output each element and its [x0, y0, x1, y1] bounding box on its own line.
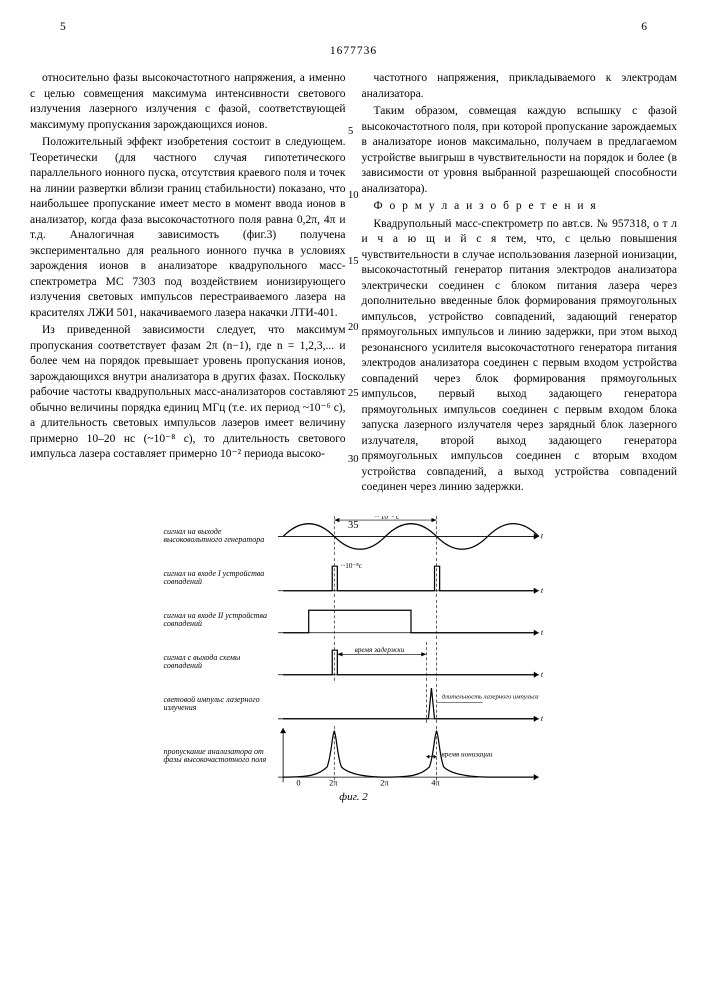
paragraph: Из приведенной зависимости следует, что …	[30, 323, 346, 463]
svg-text:2π: 2π	[329, 778, 337, 787]
page-header: 5 6	[30, 20, 677, 36]
signal-row-laser-pulse: световой импульс лазерного излучения дли…	[164, 684, 544, 724]
delay-annotation: время задержки	[354, 646, 404, 654]
sine-wave-icon: ~ 10⁻⁶ с t	[278, 516, 544, 557]
gate-pulse-icon: t	[278, 600, 544, 641]
signal-row-input1: сигнал на входе I устройства совпадений …	[164, 558, 544, 598]
paragraph: Квадрупольный масс-спектрометр по авт.св…	[362, 217, 678, 496]
paragraph: Таким образом, совмещая каждую вспышку с…	[362, 104, 678, 197]
line-mark-35: 35	[348, 519, 359, 533]
single-pulse-icon: время задержки t	[278, 642, 544, 683]
svg-text:2π: 2π	[380, 778, 388, 787]
svg-text:t: t	[540, 670, 543, 679]
text-body: 5 10 15 20 25 30 35 относительно фазы вы…	[30, 71, 677, 498]
signal-label: сигнал на входе II устройства совпадений	[164, 612, 278, 629]
paragraph: Положительный эффект изобретения состоит…	[30, 135, 346, 321]
signal-label: световой импульс лазерного излучения	[164, 696, 278, 713]
signal-label: сигнал с выхода схемы совпадений	[164, 654, 278, 671]
page-number-right: 6	[641, 20, 647, 36]
line-mark-25: 25	[348, 387, 359, 401]
period-annotation: ~ 10⁻⁶ с	[375, 516, 399, 521]
svg-text:0: 0	[296, 778, 300, 787]
line-mark-5: 5	[348, 125, 353, 139]
figure-caption: фиг. 2	[164, 790, 544, 805]
svg-text:t: t	[540, 714, 543, 723]
ion-time-annotation: время ионизации	[441, 751, 492, 759]
page-number-left: 5	[60, 20, 66, 36]
signal-row-transmission: пропускание анализатора от фазы высокоча…	[164, 726, 544, 786]
light-duration-annotation: длительность лазерного импульса	[441, 693, 539, 700]
transmission-curve-icon: время ионизации 0 2π 2π 4π	[278, 726, 544, 787]
figure-2: сигнал на выходе высоковольтного генерат…	[164, 516, 544, 805]
signal-label: сигнал на входе I устройства совпадений	[164, 570, 278, 587]
pulse-train-icon: ~10⁻⁸с t	[278, 558, 544, 599]
line-mark-20: 20	[348, 321, 359, 335]
signal-label: пропускание анализатора от фазы высокоча…	[164, 748, 278, 765]
svg-text:t: t	[540, 586, 543, 595]
right-column: частотного напряжения, прикладываемого к…	[362, 71, 678, 498]
line-mark-10: 10	[348, 189, 359, 203]
paragraph: относительно фазы высокочастотного напря…	[30, 71, 346, 133]
pulse-width-annotation: ~10⁻⁸с	[341, 562, 361, 570]
line-mark-30: 30	[348, 453, 359, 467]
laser-peak-icon: длительность лазерного импульса t	[278, 684, 544, 725]
left-column: относительно фазы высокочастотного напря…	[30, 71, 346, 498]
signal-label: сигнал на выходе высоковольтного генерат…	[164, 528, 278, 545]
paragraph: частотного напряжения, прикладываемого к…	[362, 71, 678, 102]
signal-row-coincidence-out: сигнал с выхода схемы совпадений время з…	[164, 642, 544, 682]
svg-text:4π: 4π	[431, 778, 439, 787]
line-mark-15: 15	[348, 255, 359, 269]
signal-row-input2: сигнал на входе II устройства совпадений…	[164, 600, 544, 640]
svg-text:t: t	[540, 628, 543, 637]
formula-title: Ф о р м у л а и з о б р е т е н и я	[362, 199, 678, 215]
svg-text:t: t	[540, 531, 543, 540]
document-number: 1677736	[30, 44, 677, 60]
